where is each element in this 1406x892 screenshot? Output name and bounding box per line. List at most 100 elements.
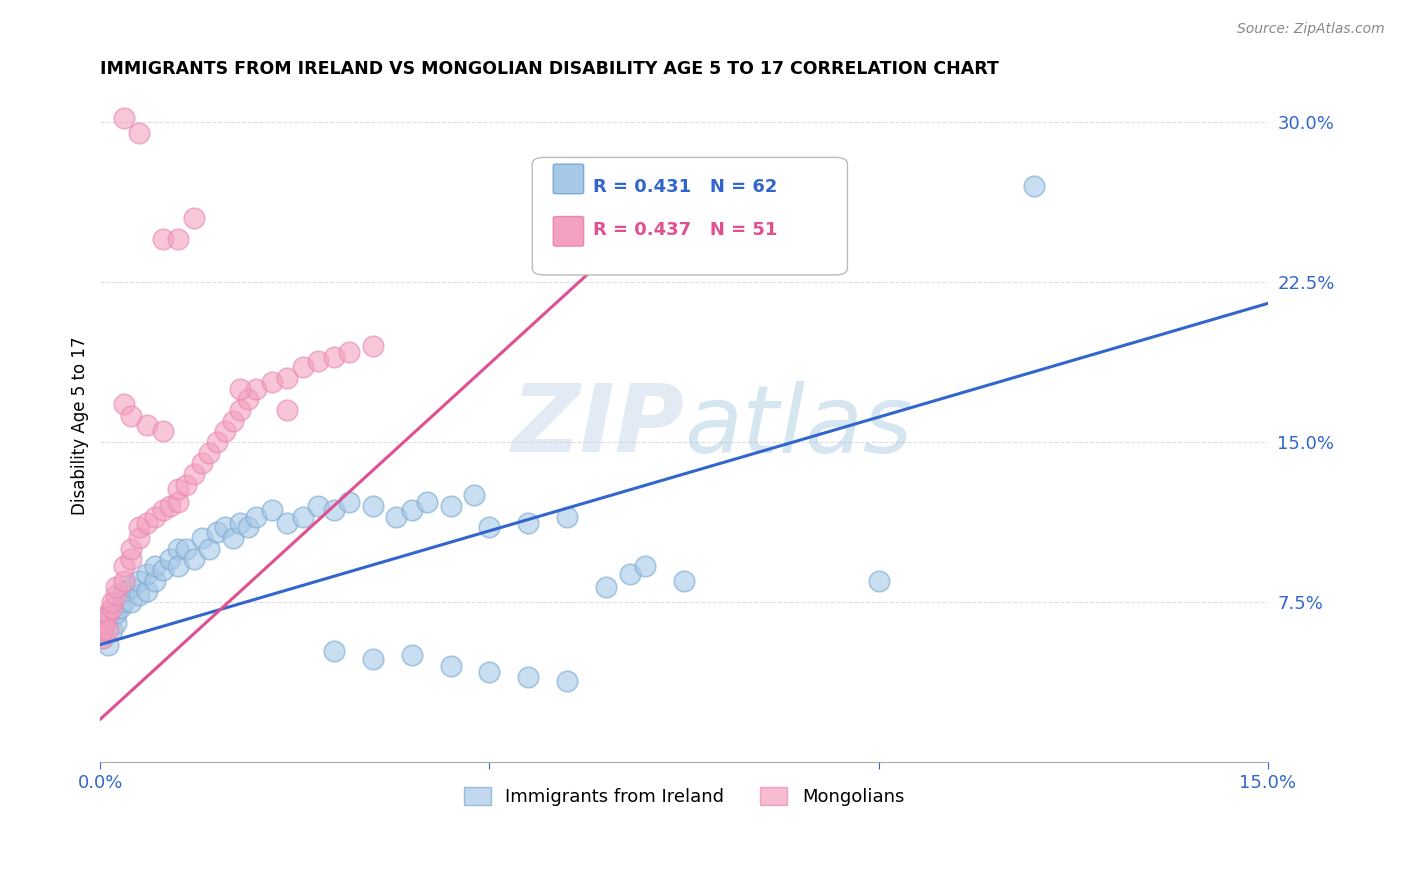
Point (90, 627, 112, 641)
Point (128, 126, 150, 140)
Point (143, 509, 166, 524)
Point (121, 409, 143, 424)
Point (463, 488, 485, 502)
Point (128, 574, 150, 588)
Text: IMMIGRANTS FROM IRELAND VS MONGOLIAN DISABILITY AGE 5 TO 17 CORRELATION CHART: IMMIGRANTS FROM IRELAND VS MONGOLIAN DIS… (100, 60, 1000, 78)
Point (167, 558, 190, 573)
Point (229, 403, 252, 417)
Point (108, 601, 131, 615)
Point (136, 516, 159, 530)
Point (91, 631, 114, 645)
Point (361, 499, 384, 513)
Point (291, 509, 314, 524)
Text: R = 0.431   N = 62: R = 0.431 N = 62 (593, 178, 778, 195)
Point (221, 531, 243, 545)
Point (198, 541, 221, 556)
FancyBboxPatch shape (554, 217, 583, 246)
Point (97, 606, 120, 620)
Legend: Immigrants from Ireland, Mongolians: Immigrants from Ireland, Mongolians (457, 780, 911, 814)
Point (128, 589, 150, 603)
Point (152, 503, 174, 517)
Text: ZIP: ZIP (512, 380, 683, 472)
Text: R = 0.437   N = 51: R = 0.437 N = 51 (593, 221, 778, 239)
Point (174, 477, 197, 491)
FancyBboxPatch shape (533, 157, 848, 275)
Point (97, 638, 120, 652)
Point (1024, 179, 1046, 194)
Point (595, 580, 617, 594)
Point (555, 673, 578, 688)
Point (672, 574, 695, 588)
Point (159, 552, 181, 566)
Point (214, 520, 236, 534)
Y-axis label: Disability Age 5 to 17: Disability Age 5 to 17 (72, 337, 89, 516)
Point (337, 494, 360, 508)
Point (322, 350, 344, 364)
Point (337, 345, 360, 359)
Point (167, 232, 190, 246)
Point (90, 631, 112, 645)
Point (174, 541, 197, 556)
Point (401, 648, 423, 663)
Point (478, 520, 501, 534)
Point (104, 580, 127, 594)
Point (167, 541, 190, 556)
Point (167, 494, 190, 508)
Point (245, 382, 267, 396)
Point (143, 574, 166, 588)
Point (439, 658, 461, 673)
Point (361, 339, 384, 353)
Point (112, 397, 135, 411)
Point (112, 558, 135, 573)
Point (198, 445, 221, 459)
Point (101, 601, 124, 615)
Point (260, 503, 283, 517)
Point (97, 623, 120, 637)
Point (121, 541, 143, 556)
Point (136, 584, 159, 599)
Point (416, 494, 439, 508)
Point (93, 616, 115, 631)
Point (478, 665, 501, 680)
Point (205, 435, 228, 450)
Point (136, 417, 159, 432)
Point (634, 558, 657, 573)
Point (385, 509, 408, 524)
Point (190, 456, 212, 470)
Point (101, 595, 124, 609)
Point (868, 574, 890, 588)
Point (104, 606, 127, 620)
Point (91, 623, 114, 637)
Point (128, 531, 150, 545)
Point (183, 552, 205, 566)
Text: atlas: atlas (683, 381, 912, 472)
Point (97, 609, 120, 624)
Point (136, 567, 159, 582)
Point (439, 499, 461, 513)
Point (112, 574, 135, 588)
Point (361, 652, 384, 666)
Text: Source: ZipAtlas.com: Source: ZipAtlas.com (1237, 22, 1385, 37)
Point (90, 623, 112, 637)
Point (238, 392, 260, 407)
Point (112, 584, 135, 599)
Point (401, 503, 423, 517)
Point (104, 616, 127, 631)
Point (94, 609, 117, 624)
Point (238, 520, 260, 534)
Point (260, 376, 283, 390)
Point (183, 467, 205, 481)
FancyBboxPatch shape (554, 164, 583, 194)
Point (112, 595, 135, 609)
Point (152, 563, 174, 577)
Point (245, 509, 267, 524)
Point (159, 499, 181, 513)
Point (214, 425, 236, 439)
Point (205, 524, 228, 539)
Point (322, 644, 344, 658)
Point (121, 580, 143, 594)
Point (143, 558, 166, 573)
Point (94, 616, 117, 631)
Point (322, 503, 344, 517)
Point (307, 499, 329, 513)
